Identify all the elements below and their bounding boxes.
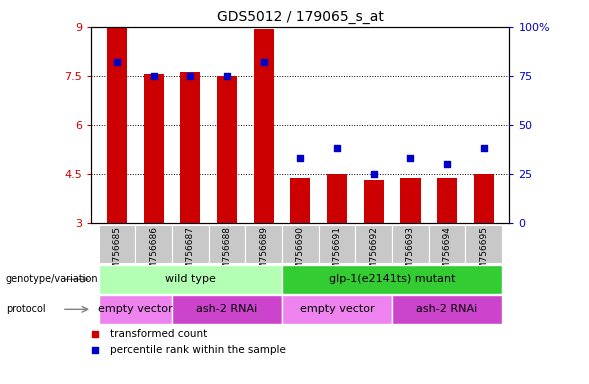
Bar [290,178,310,223]
Point [112,59,122,65]
Bar [327,174,347,223]
Text: GSM756692: GSM756692 [369,226,378,281]
Text: GSM756687: GSM756687 [186,226,195,281]
Bar [429,225,465,263]
Text: GSM756694: GSM756694 [442,226,452,281]
Point [186,73,195,79]
Bar [465,225,502,263]
Text: ash-2 RNAi: ash-2 RNAi [416,304,478,314]
Bar [437,178,457,223]
Point [369,170,379,177]
Text: GSM756688: GSM756688 [223,226,231,281]
Text: GSM756685: GSM756685 [112,226,121,281]
Bar [107,27,127,223]
Bar [282,225,319,263]
Point [442,161,452,167]
Text: glp-1(e2141ts) mutant: glp-1(e2141ts) mutant [329,274,455,285]
Bar [282,265,502,294]
Text: GSM756689: GSM756689 [259,226,268,281]
Point [406,155,415,161]
Point [259,59,269,65]
Title: GDS5012 / 179065_s_at: GDS5012 / 179065_s_at [217,10,384,25]
Text: GSM756690: GSM756690 [296,226,305,281]
Bar [401,178,421,223]
Bar [474,174,494,223]
Point [332,145,342,151]
Point [149,73,158,79]
Bar [209,225,246,263]
Bar [98,295,172,324]
Text: protocol: protocol [6,304,45,314]
Text: GSM756686: GSM756686 [149,226,158,281]
Bar [246,225,282,263]
Bar [254,30,274,223]
Point [479,145,488,151]
Bar [98,265,282,294]
Bar [392,225,429,263]
Point [334,116,343,122]
Bar [363,180,384,223]
Bar [355,225,392,263]
Text: empty vector: empty vector [98,304,173,314]
Text: transformed count: transformed count [110,329,207,339]
Text: wild type: wild type [165,274,216,285]
Point [334,265,343,271]
Text: empty vector: empty vector [300,304,375,314]
Text: genotype/variation: genotype/variation [6,274,98,285]
Bar [98,225,135,263]
Bar [217,76,237,223]
Bar [144,74,164,223]
Point [296,155,305,161]
Bar [319,225,355,263]
Bar [392,295,502,324]
Bar [180,72,200,223]
Text: ash-2 RNAi: ash-2 RNAi [196,304,257,314]
Bar [135,225,172,263]
Text: percentile rank within the sample: percentile rank within the sample [110,345,286,355]
Bar [172,225,209,263]
Point [222,73,231,79]
Bar [282,295,392,324]
Text: GSM756695: GSM756695 [479,226,488,281]
Text: GSM756691: GSM756691 [333,226,342,281]
Bar [172,295,282,324]
Text: GSM756693: GSM756693 [406,226,415,281]
